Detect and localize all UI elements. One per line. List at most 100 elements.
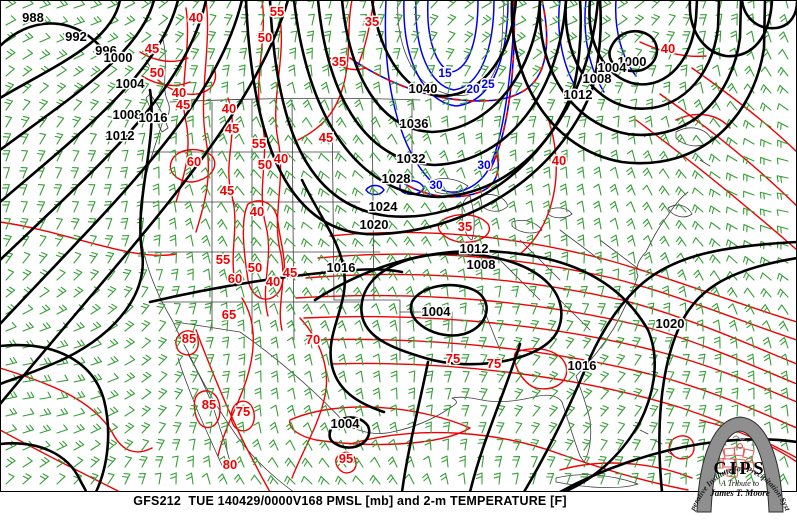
wind-barb: [610, 149, 619, 162]
wind-barb: [22, 251, 31, 264]
wind-barb: [73, 440, 85, 451]
wind-barb: [445, 47, 455, 60]
wind-barb: [204, 302, 212, 315]
wind-barb: [374, 64, 382, 77]
wind-barb: [527, 132, 535, 145]
warm-temp-label: 35: [365, 14, 379, 29]
wind-barb: [404, 269, 415, 281]
wind-barb: [5, 357, 18, 366]
wind-barb: [634, 47, 643, 60]
wind-barb: [546, 302, 556, 315]
wind-barb: [22, 65, 33, 77]
wind-barb: [369, 204, 381, 213]
wind-barb: [514, 387, 524, 400]
warm-temp-label: 40: [274, 151, 288, 166]
wind-barb: [107, 65, 118, 77]
wind-barb: [617, 14, 628, 26]
wind-barb: [320, 404, 330, 417]
wind-barb: [386, 237, 398, 247]
wind-barb: [237, 421, 245, 434]
warm-temp-label: 45: [220, 183, 234, 198]
wind-barb: [681, 455, 689, 468]
wind-barb: [250, 203, 262, 213]
wind-barb: [372, 81, 381, 94]
wind-barb: [285, 286, 296, 298]
wind-barb: [89, 251, 98, 264]
wind-barb: [351, 187, 364, 197]
wind-barb: [543, 217, 551, 230]
wind-barb: [22, 408, 35, 417]
warm-temp-label: 45: [145, 41, 159, 56]
wind-barb: [677, 269, 687, 281]
wind-barb: [304, 353, 313, 366]
wind-barb: [600, 48, 610, 60]
wind-barb: [335, 152, 347, 162]
wind-barb: [158, 64, 167, 77]
wind-barb: [252, 439, 262, 451]
geo-outline: [347, 191, 689, 463]
wind-barb: [776, 175, 789, 183]
wind-barb: [5, 269, 15, 281]
wind-barb: [288, 64, 296, 77]
wind-barb: [564, 473, 572, 485]
wind-barb: [2, 150, 11, 162]
geo-outline: [427, 178, 469, 195]
wind-barb: [267, 475, 279, 485]
wind-barb: [250, 169, 262, 179]
wind-barb: [649, 404, 659, 417]
wind-barb: [226, 0, 233, 9]
wind-barb: [370, 286, 381, 298]
isobar-contour: [740, 0, 797, 30]
warm-temp-label: 35: [332, 54, 346, 69]
warm-temp-label: 40: [661, 41, 675, 56]
wind-barb: [270, 81, 279, 94]
wind-barb: [304, 387, 313, 400]
wind-barb: [747, 0, 755, 9]
wind-barb: [90, 339, 102, 349]
isobar-contour: [409, 283, 488, 337]
wind-barb: [268, 116, 279, 128]
wind-barb: [107, 115, 115, 128]
wind-barb: [494, 302, 503, 315]
wind-barb: [424, 98, 432, 111]
geo-outline: [169, 97, 421, 103]
wind-barb: [352, 254, 364, 264]
wind-barb: [173, 319, 182, 332]
wind-barb: [643, 235, 653, 247]
wind-barb: [72, 200, 80, 213]
wind-barb: [494, 285, 502, 298]
wind-barb: [152, 166, 160, 179]
isobar-contour: [658, 256, 797, 492]
wind-barb: [324, 13, 333, 26]
wind-barb: [546, 455, 556, 468]
wind-barb: [776, 209, 789, 217]
wind-barb: [530, 319, 539, 332]
wind-barb: [386, 220, 398, 230]
wind-barb: [191, 14, 201, 26]
wind-barb: [221, 421, 228, 434]
wind-barb: [22, 322, 34, 332]
wind-barb: [236, 438, 245, 451]
wind-barb: [626, 201, 636, 213]
wind-barb: [780, 370, 789, 383]
wind-barb: [271, 370, 279, 383]
pressure-label: 1020: [656, 316, 685, 331]
wind-barb: [158, 421, 166, 434]
wind-barb: [175, 14, 185, 26]
isobar-contour: [292, 0, 600, 199]
wind-barb: [583, 0, 595, 9]
wind-barb: [651, 0, 661, 9]
wind-barb: [743, 271, 755, 281]
wind-barb: [710, 99, 721, 111]
wind-barb: [303, 320, 313, 332]
pressure-label: 1000: [618, 54, 647, 69]
wind-barb: [3, 234, 12, 247]
wind-barb: [369, 152, 381, 162]
wind-barb: [616, 319, 624, 332]
wind-barb: [666, 422, 674, 434]
wind-barb: [90, 456, 100, 468]
wind-barb: [496, 370, 506, 383]
wind-barb: [440, 268, 449, 281]
pressure-label: 1004: [116, 76, 146, 91]
wind-barb: [530, 456, 538, 468]
